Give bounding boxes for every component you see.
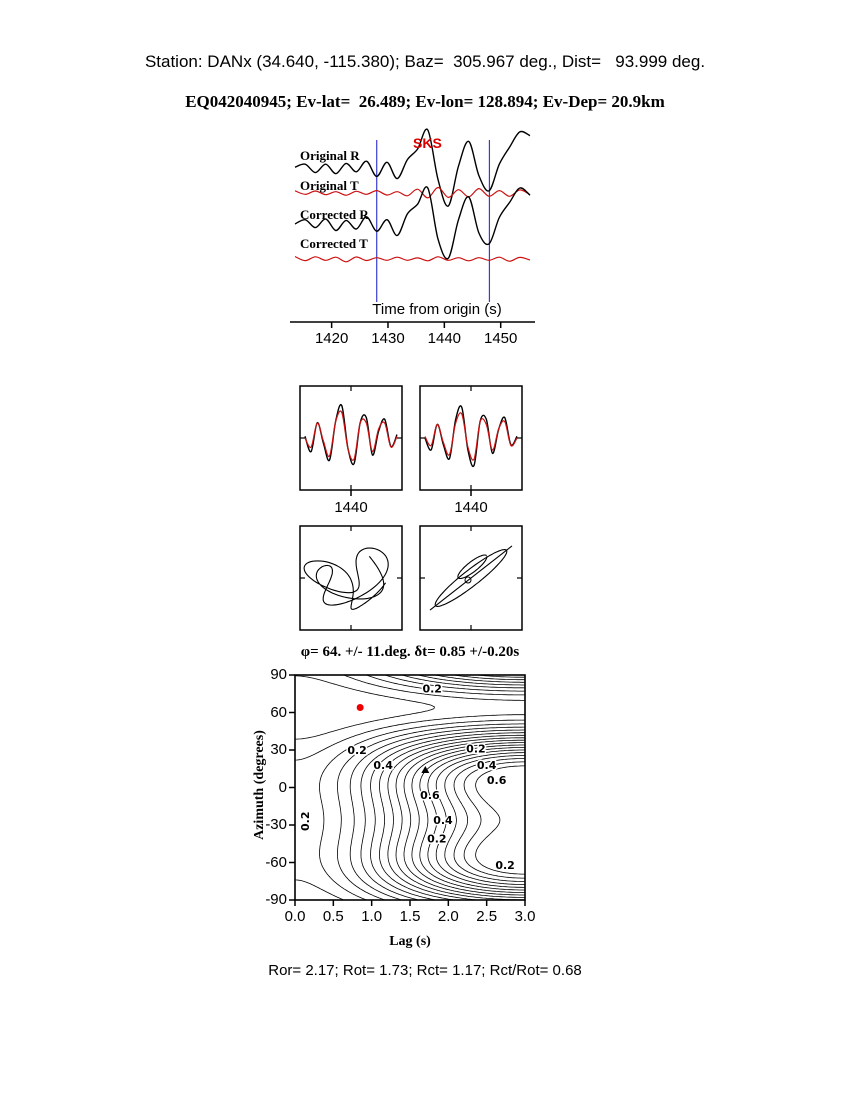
contour-ytick-label: 60 (270, 703, 287, 721)
contour-level-label: 0.4 (373, 759, 393, 772)
contour-level-label: 0.6 (487, 774, 507, 787)
wave-tick-label: 1450 (484, 330, 518, 347)
contour-level-label: 0.2 (466, 743, 486, 756)
panel-box (299, 525, 403, 631)
contour-xtick-label: 1.0 (361, 908, 383, 925)
contour-ytick-label: -90 (265, 891, 287, 908)
comparison-trace-red (304, 410, 398, 461)
contour-xtick-label: 0.5 (322, 908, 344, 925)
panel-box (419, 385, 523, 491)
contour-level-label: 0.6 (420, 789, 440, 802)
wave-tick-label: 1430 (371, 330, 405, 347)
contour-level-label: 0.4 (433, 814, 453, 827)
contour-ytick-label: 30 (270, 741, 287, 758)
hodogram-origin-marker (464, 576, 472, 584)
seismogram-trace (294, 256, 531, 263)
contour-xtick-label: 3.0 (514, 908, 536, 925)
contour-xtick-label: 0.0 (284, 908, 306, 925)
wave-tick-label: 1440 (427, 330, 462, 347)
panel-box (299, 385, 403, 491)
secondary-minimum-marker (421, 766, 430, 773)
comparison-tick-label-1: 1440 (334, 499, 368, 516)
contour-xlabel: Lag (s) (389, 934, 431, 949)
station-title: Station: DANx (34.640, -115.380); Baz= 3… (144, 52, 706, 71)
best-fit-marker (356, 704, 364, 711)
trace-label-corrected-t: Corrected T (300, 236, 368, 251)
contour-level-label: 0.2 (299, 812, 312, 832)
trace-label-original-r: Original R (300, 148, 360, 163)
event-title: EQ042040945; Ev-lat= 26.489; Ev-lon= 128… (185, 92, 665, 111)
trace-label-corrected-r: Corrected R (300, 207, 369, 222)
comparison-tick-label-2: 1440 (454, 499, 488, 516)
contour-level-label: 0.2 (422, 683, 442, 696)
hodogram-looping (303, 547, 389, 610)
contour-ytick-label: -30 (265, 816, 287, 833)
contour-ytick-label: 90 (270, 666, 287, 683)
comparison-trace-black (304, 403, 398, 466)
trace-label-original-t: Original T (300, 178, 359, 193)
contour-xtick-label: 2.0 (437, 908, 459, 925)
ratio-stats-line: Ror= 2.17; Rot= 1.73; Rct= 1.17; Rct/Rot… (268, 962, 582, 979)
phase-pick-label: SKS (413, 135, 442, 151)
contour-xtick-label: 2.5 (476, 908, 498, 925)
comparison-trace-black (424, 405, 518, 468)
contour-level-label: 0.4 (477, 759, 497, 772)
wave-tick-label: 1420 (314, 330, 349, 347)
hodogram-inner-loop (457, 554, 488, 580)
contour-lines (295, 675, 525, 900)
contour-ytick-label: 0 (278, 778, 287, 796)
contour-level-label: 0.2 (427, 833, 447, 846)
wave-axis-title: Time from origin (s) (372, 301, 502, 318)
contour-box (294, 674, 526, 901)
hodogram-ellipse (434, 549, 508, 607)
contour-ytick-label: -60 (265, 853, 287, 871)
comparison-trace-red (424, 412, 518, 461)
contour-level-label: 0.2 (347, 744, 367, 757)
panel-box (419, 525, 523, 631)
contour-xtick-label: 1.5 (399, 908, 421, 925)
hodogram-linear-line (429, 545, 513, 611)
contour-title: φ= 64. +/- 11.deg. δt= 0.85 +/-0.20s (300, 644, 520, 660)
contour-level-label: 0.2 (495, 859, 515, 872)
